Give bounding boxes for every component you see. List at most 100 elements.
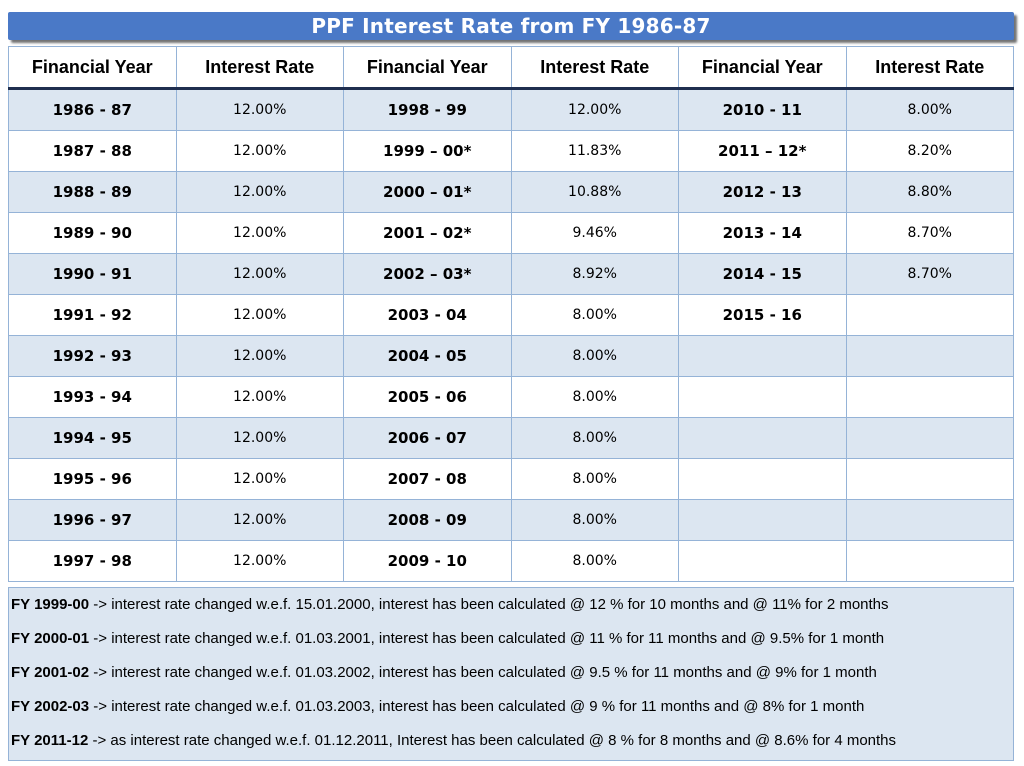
interest-rate-cell: 12.00%	[175, 417, 344, 459]
interest-rate-cell	[845, 417, 1014, 459]
financial-year-cell: 1998 - 99	[343, 88, 512, 131]
footnote: FY 2001-02 -> interest rate changed w.e.…	[11, 664, 1013, 698]
financial-year-cell	[678, 458, 847, 500]
footnote-text: -> interest rate changed w.e.f. 15.01.20…	[89, 596, 889, 613]
table-row: 1987 - 88 12.00% 1999 – 00* 11.83% 2011 …	[8, 130, 1014, 172]
interest-rate-cell: 8.00%	[510, 458, 679, 500]
financial-year-cell	[678, 540, 847, 582]
interest-rate-cell: 12.00%	[175, 253, 344, 295]
footnote-label: FY 2002-03	[11, 698, 90, 715]
financial-year-cell: 2011 – 12*	[678, 130, 847, 172]
interest-rate-cell: 8.20%	[845, 130, 1014, 172]
financial-year-cell: 1987 - 88	[8, 130, 177, 172]
interest-rate-cell	[845, 335, 1014, 377]
interest-rate-cell: 8.00%	[510, 294, 679, 336]
interest-rate-cell	[845, 294, 1014, 336]
table-row: 1993 - 94 12.00% 2005 - 06 8.00%	[8, 376, 1014, 418]
financial-year-cell: 1989 - 90	[8, 212, 177, 254]
table-row: 1988 - 89 12.00% 2000 – 01* 10.88% 2012 …	[8, 171, 1014, 213]
financial-year-cell: 1996 - 97	[8, 499, 177, 541]
header-interest-rate-1: Interest Rate	[175, 46, 344, 90]
interest-rate-table: Financial Year Interest Rate Financial Y…	[8, 46, 1014, 582]
table-header-row: Financial Year Interest Rate Financial Y…	[8, 46, 1014, 90]
financial-year-cell: 2006 - 07	[343, 417, 512, 459]
interest-rate-cell: 12.00%	[175, 540, 344, 582]
footnote: FY 1999-00 -> interest rate changed w.e.…	[11, 596, 1013, 630]
table-row: 1986 - 87 12.00% 1998 - 99 12.00% 2010 -…	[8, 88, 1014, 131]
header-financial-year-2: Financial Year	[343, 46, 512, 90]
interest-rate-cell: 12.00%	[175, 294, 344, 336]
financial-year-cell	[678, 335, 847, 377]
interest-rate-cell: 11.83%	[510, 130, 679, 172]
title-bar: PPF Interest Rate from FY 1986-87	[8, 12, 1014, 40]
interest-rate-cell: 12.00%	[175, 88, 344, 131]
interest-rate-cell	[845, 499, 1014, 541]
financial-year-cell: 2005 - 06	[343, 376, 512, 418]
financial-year-cell: 1988 - 89	[8, 171, 177, 213]
table-row: 1992 - 93 12.00% 2004 - 05 8.00%	[8, 335, 1014, 377]
interest-rate-cell: 8.00%	[510, 335, 679, 377]
footnote-text: -> interest rate changed w.e.f. 01.03.20…	[89, 664, 877, 681]
table-row: 1990 - 91 12.00% 2002 – 03* 8.92% 2014 -…	[8, 253, 1014, 295]
interest-rate-cell: 12.00%	[175, 335, 344, 377]
financial-year-cell: 2004 - 05	[343, 335, 512, 377]
header-interest-rate-3: Interest Rate	[845, 46, 1014, 90]
financial-year-cell: 1999 – 00*	[343, 130, 512, 172]
footnote: FY 2002-03 -> interest rate changed w.e.…	[11, 698, 1013, 732]
financial-year-cell: 1991 - 92	[8, 294, 177, 336]
interest-rate-cell: 8.70%	[845, 253, 1014, 295]
interest-rate-cell: 12.00%	[510, 88, 679, 131]
financial-year-cell: 1986 - 87	[8, 88, 177, 131]
footnote-label: FY 1999-00	[11, 596, 90, 613]
interest-rate-cell	[845, 458, 1014, 500]
interest-rate-cell: 8.00%	[845, 88, 1014, 131]
table-row: 1995 - 96 12.00% 2007 - 08 8.00%	[8, 458, 1014, 500]
interest-rate-cell: 8.92%	[510, 253, 679, 295]
financial-year-cell: 2013 - 14	[678, 212, 847, 254]
footnote-text: -> as interest rate changed w.e.f. 01.12…	[88, 732, 897, 749]
table-row: 1994 - 95 12.00% 2006 - 07 8.00%	[8, 417, 1014, 459]
interest-rate-cell: 8.80%	[845, 171, 1014, 213]
interest-rate-cell: 8.00%	[510, 376, 679, 418]
financial-year-cell: 2009 - 10	[343, 540, 512, 582]
table-row: 1991 - 92 12.00% 2003 - 04 8.00% 2015 - …	[8, 294, 1014, 336]
table-row: 1996 - 97 12.00% 2008 - 09 8.00%	[8, 499, 1014, 541]
interest-rate-cell: 12.00%	[175, 499, 344, 541]
footnote-label: FY 2000-01	[11, 630, 90, 647]
financial-year-cell: 2015 - 16	[678, 294, 847, 336]
interest-rate-cell: 8.00%	[510, 540, 679, 582]
financial-year-cell: 2010 - 11	[678, 88, 847, 131]
financial-year-cell: 2002 – 03*	[343, 253, 512, 295]
financial-year-cell: 1992 - 93	[8, 335, 177, 377]
interest-rate-cell: 8.00%	[510, 499, 679, 541]
financial-year-cell: 1990 - 91	[8, 253, 177, 295]
interest-rate-cell: 9.46%	[510, 212, 679, 254]
financial-year-cell	[678, 417, 847, 459]
financial-year-cell: 2003 - 04	[343, 294, 512, 336]
financial-year-cell	[678, 376, 847, 418]
interest-rate-cell	[845, 540, 1014, 582]
financial-year-cell: 1997 - 98	[8, 540, 177, 582]
footnote-label: FY 2011-12	[11, 732, 89, 749]
page-title: PPF Interest Rate from FY 1986-87	[311, 14, 711, 38]
financial-year-cell: 2012 - 13	[678, 171, 847, 213]
interest-rate-cell: 10.88%	[510, 171, 679, 213]
table-row: 1997 - 98 12.00% 2009 - 10 8.00%	[8, 540, 1014, 582]
header-interest-rate-2: Interest Rate	[510, 46, 679, 90]
footnote: FY 2011-12 -> as interest rate changed w…	[11, 732, 1013, 766]
interest-rate-cell	[845, 376, 1014, 418]
footnotes-panel: FY 1999-00 -> interest rate changed w.e.…	[8, 587, 1014, 761]
header-financial-year-3: Financial Year	[678, 46, 847, 90]
interest-rate-cell: 12.00%	[175, 130, 344, 172]
financial-year-cell: 2007 - 08	[343, 458, 512, 500]
interest-rate-cell: 12.00%	[175, 171, 344, 213]
header-financial-year-1: Financial Year	[8, 46, 177, 90]
financial-year-cell: 2001 – 02*	[343, 212, 512, 254]
footnote-text: -> interest rate changed w.e.f. 01.03.20…	[89, 630, 885, 647]
footnote-text: -> interest rate changed w.e.f. 01.03.20…	[89, 698, 865, 715]
financial-year-cell: 1995 - 96	[8, 458, 177, 500]
financial-year-cell: 2000 – 01*	[343, 171, 512, 213]
financial-year-cell: 2014 - 15	[678, 253, 847, 295]
financial-year-cell	[678, 499, 847, 541]
financial-year-cell: 2008 - 09	[343, 499, 512, 541]
